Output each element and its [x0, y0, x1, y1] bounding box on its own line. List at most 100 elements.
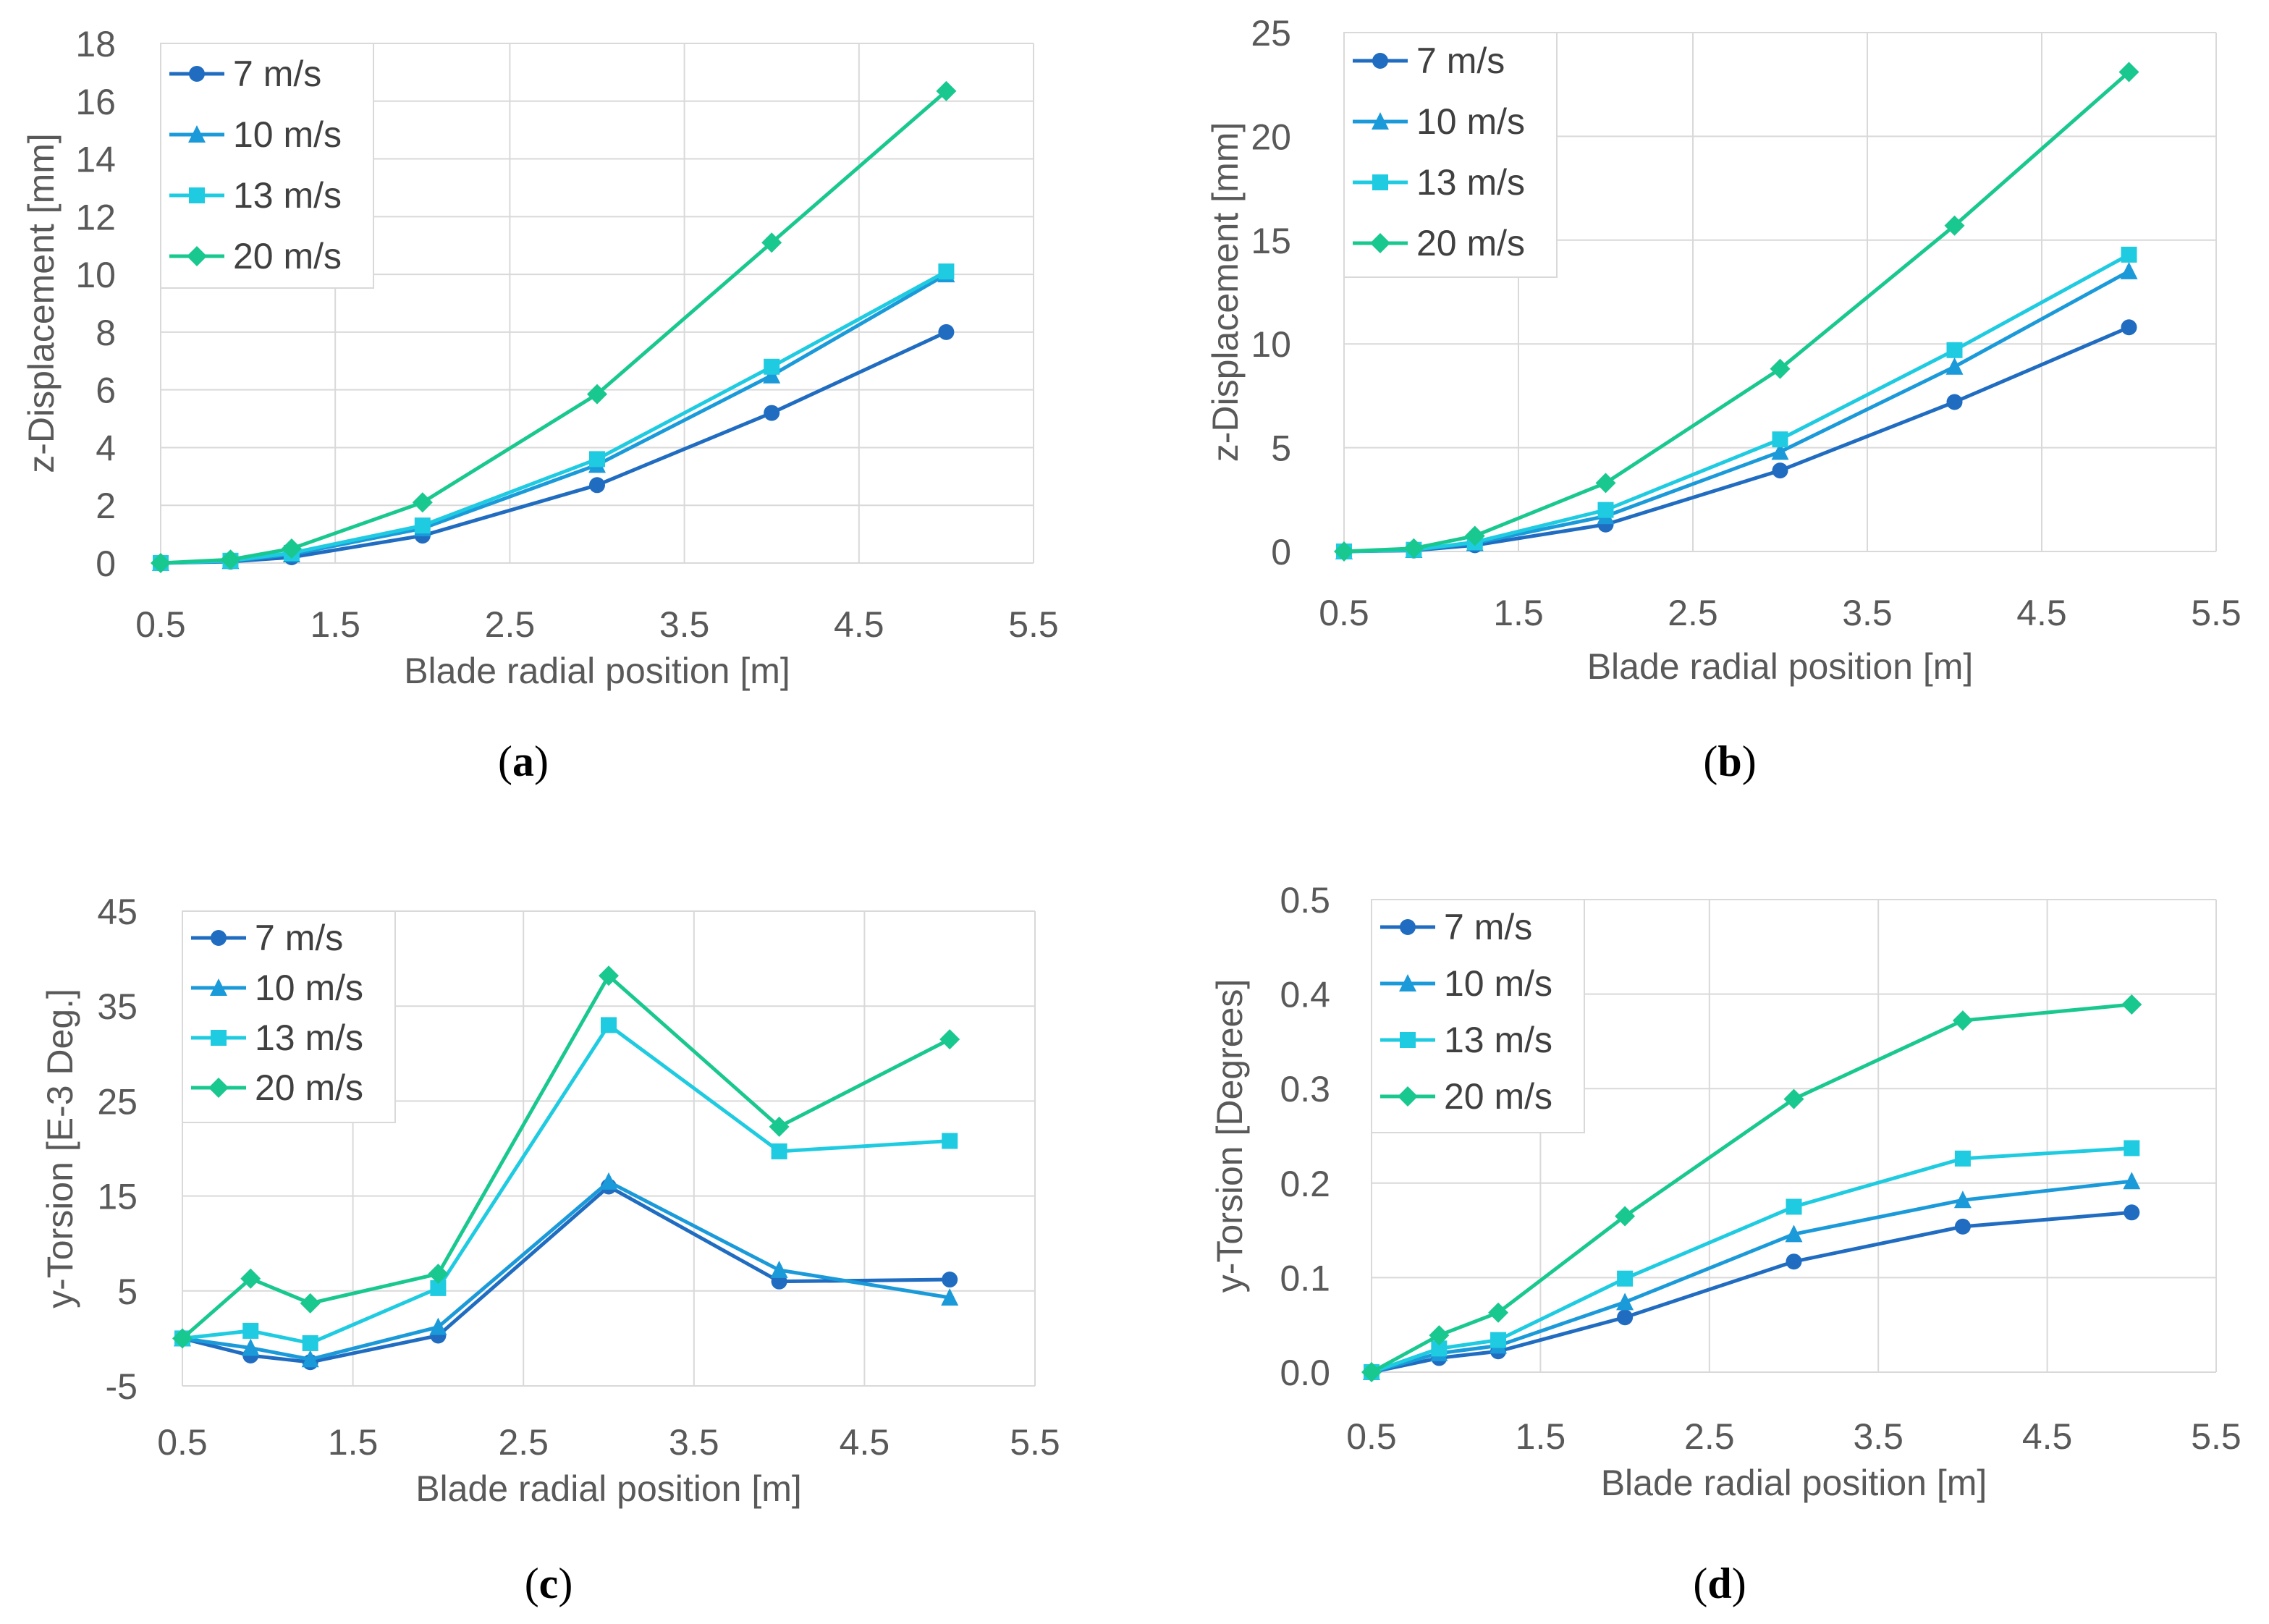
panel-a-ytick-label: 16 [75, 82, 116, 122]
panel-a-legend-label: 7 m/s [233, 54, 321, 94]
panel-c-legend-label: 7 m/s [255, 918, 343, 958]
panel-b-data-point [1772, 431, 1788, 448]
panel-b-x-axis-title: Blade radial position [m] [1587, 646, 1974, 687]
panel-a-ytick-label: 12 [75, 197, 116, 237]
panel-d-data-point [2124, 1140, 2140, 1156]
panel-d-legend-label: 10 m/s [1444, 963, 1552, 1004]
panel-a-data-point [761, 232, 782, 253]
panel-c-data-point [240, 1268, 261, 1289]
panel-d-xtick-label: 0.5 [1346, 1416, 1397, 1457]
panel-b-data-point [1403, 538, 1424, 559]
panel-d-data-point [1615, 1206, 1636, 1227]
panel-d-legend-label: 20 m/s [1444, 1076, 1552, 1117]
panel-b-legend-label: 20 m/s [1416, 223, 1525, 263]
panel-b-ytick-label: 10 [1251, 324, 1291, 365]
panel-b-data-point [1945, 357, 1964, 375]
panel-b-data-point [2120, 261, 2138, 279]
panel-d-data-point [1785, 1225, 1803, 1243]
panel-a-data-point [938, 323, 955, 340]
panel-b-data-point [1595, 473, 1616, 494]
panel-c-data-point [300, 1293, 321, 1314]
panel-a-label: (a) [498, 737, 549, 785]
panel-b-series-line [1343, 269, 2130, 554]
panel-d-xtick-label: 4.5 [2022, 1416, 2073, 1457]
chart-panel-a: 0 2 4 6 8 10 12 14 16 18 0.5 1.5 2.5 3.5 4.5 5.5 Blade r… [21, 24, 1059, 691]
panel-d-xtick-label: 5.5 [2191, 1416, 2241, 1457]
panel-a-xtick-label: 4.5 [834, 604, 884, 645]
panel-d-data-point [1361, 1362, 1382, 1382]
panel-a-data-point [936, 80, 957, 101]
panel-c-data-point [430, 1280, 447, 1296]
panel-c-data-point [172, 1328, 193, 1349]
panel-a-series-line [160, 272, 947, 565]
panel-c-data-point [942, 1272, 958, 1288]
panel-c-label: (c) [525, 1560, 573, 1607]
panel-a-label-text: a [512, 737, 534, 785]
panel-b-ytick-label: 20 [1251, 117, 1291, 157]
panel-b-ytick-label: 25 [1251, 13, 1291, 54]
panel-a-ytick-label: 2 [96, 486, 116, 526]
panel-a-series-line [160, 269, 947, 565]
panel-c-data-point [428, 1264, 449, 1285]
panel-a-data-point [151, 553, 171, 573]
panel-d-ytick-label: 0.2 [1280, 1164, 1330, 1204]
panel-a-ytick-label: 14 [75, 140, 116, 180]
panel-c-data-point [242, 1322, 259, 1339]
panel-a-xtick-label: 1.5 [310, 604, 360, 645]
panel-d-label-text: d [1707, 1560, 1731, 1607]
panel-c-series-line [182, 1184, 950, 1364]
panel-a-data-point [220, 549, 241, 570]
panel-b-data-point [1772, 462, 1788, 479]
panel-c-ytick-label: -5 [106, 1366, 138, 1407]
panel-c-xtick-label: 5.5 [1010, 1422, 1060, 1463]
panel-b-label: (b) [1703, 737, 1756, 785]
panel-a-data-point [764, 358, 780, 375]
panel-b-series-line [1343, 253, 2130, 554]
panel-c-data-point [301, 1350, 319, 1368]
panel-a-xtick-label: 5.5 [1008, 604, 1059, 645]
panel-c-data-point [941, 1287, 959, 1306]
panel-d-data-point [1954, 1218, 1971, 1235]
panel-b-xtick-label: 5.5 [2191, 593, 2241, 633]
panel-d-ytick-label: 0.5 [1280, 880, 1330, 921]
panel-d-legend-marker [1400, 1032, 1416, 1048]
panel-c-legend-label: 13 m/s [255, 1018, 363, 1058]
panel-a-ytick-label: 4 [96, 428, 116, 468]
panel-a-legend-label: 10 m/s [233, 114, 342, 155]
panel-b-data-point [1946, 342, 1963, 358]
chart-panel-d: 0.0 0.1 0.2 0.3 0.4 0.5 0.5 1.5 2.5 3.5 4.5 5.5 Blad… [1209, 880, 2241, 1503]
panel-c-data-point [771, 1143, 787, 1159]
panel-d-xtick-label: 2.5 [1684, 1416, 1735, 1457]
panel-d-data-point [1783, 1088, 1804, 1109]
panel-b-xtick-label: 0.5 [1319, 593, 1369, 633]
panel-c-xtick-label: 0.5 [157, 1422, 208, 1463]
panel-a-xtick-label: 2.5 [485, 604, 536, 645]
panel-d-ytick-label: 0.3 [1280, 1069, 1330, 1109]
panel-a-data-point [938, 263, 955, 280]
panel-d-data-point [1953, 1190, 1972, 1209]
panel-a-ytick-label: 6 [96, 371, 116, 411]
panel-d-data-point [1431, 1340, 1448, 1357]
panel-c-ytick-label: 35 [97, 986, 138, 1027]
panel-d-data-point [1490, 1332, 1507, 1348]
panel-c-data-point [599, 965, 619, 986]
panel-c-xtick-label: 2.5 [498, 1422, 549, 1463]
panel-b-xtick-label: 3.5 [1842, 593, 1893, 633]
panel-b-legend-marker [1372, 53, 1388, 69]
panel-c-legend-marker [210, 978, 227, 996]
panel-b-y-axis-title: z-Displacement [mm] [1205, 122, 1246, 462]
panel-d-legend-marker [1398, 1086, 1418, 1107]
panel-d-series-line [1371, 1146, 2132, 1374]
panel-a-legend-marker [188, 125, 206, 143]
panel-c-ytick-label: 45 [97, 892, 138, 932]
panel-b-data-point [2121, 319, 2137, 336]
panel-c-x-axis-title: Blade radial position [m] [415, 1468, 802, 1509]
panel-c-ytick-label: 25 [97, 1081, 138, 1122]
panel-b-xtick-label: 4.5 [2016, 593, 2067, 633]
panel-d-legend-marker [1400, 919, 1416, 935]
panel-c-legend-label: 10 m/s [255, 968, 363, 1008]
panel-d-data-point [1616, 1293, 1634, 1311]
panel-c-data-point [600, 1172, 617, 1190]
panel-c-data-point [242, 1338, 260, 1356]
